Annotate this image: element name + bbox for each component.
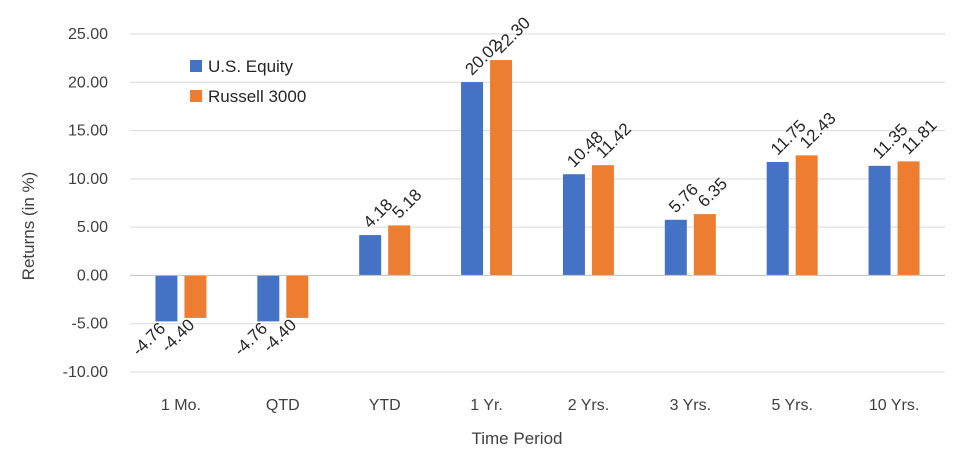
x-tick-label: 10 Yrs.	[869, 397, 919, 414]
bar	[693, 214, 716, 276]
bar	[868, 165, 891, 276]
gridlines	[130, 33, 945, 373]
bar	[490, 60, 513, 276]
x-tick-label: 1 Yr.	[470, 397, 503, 414]
x-tick-label: QTD	[266, 397, 300, 414]
x-tick-label: 3 Yrs.	[670, 397, 712, 414]
y-tick-label: -5.00	[72, 316, 109, 333]
x-tick-labels: 1 Mo. QTD YTD 1 Yr. 2 Yrs. 3 Yrs. 5 Yrs. 10 Yrs…	[161, 397, 919, 414]
bar	[664, 219, 687, 276]
y-tick-label: 0.00	[77, 267, 108, 284]
data-label: 5.18	[389, 185, 426, 222]
y-tick-labels: -10.00 -5.00 0.00 5.00 10.00 15.00 20.00 25.00	[63, 26, 108, 381]
bar	[257, 275, 280, 322]
bar	[388, 225, 411, 276]
data-label: -4.40	[157, 315, 198, 356]
y-axis-title: Returns (in %)	[19, 172, 38, 281]
bar	[286, 275, 309, 318]
x-axis-title: Time Period	[471, 429, 562, 448]
bar	[766, 161, 789, 276]
bar	[897, 161, 920, 276]
data-label: 6.35	[694, 174, 731, 211]
legend-label: Russell 3000	[208, 87, 306, 106]
y-tick-label: -10.00	[63, 364, 108, 381]
bar	[359, 235, 382, 276]
legend-swatch	[190, 60, 202, 72]
legend-label: U.S. Equity	[208, 57, 294, 76]
legend: U.S. Equity Russell 3000	[190, 57, 306, 106]
bar	[184, 275, 207, 318]
y-tick-label: 25.00	[68, 26, 108, 43]
data-label: 22.30	[490, 13, 534, 57]
data-label: -4.40	[259, 315, 300, 356]
x-tick-label: 5 Yrs.	[771, 397, 813, 414]
y-tick-label: 15.00	[68, 123, 108, 140]
bar	[155, 275, 178, 322]
y-tick-label: 5.00	[77, 219, 108, 236]
x-tick-label: YTD	[369, 397, 401, 414]
bar	[461, 82, 484, 276]
bar	[795, 155, 818, 276]
x-tick-label: 1 Mo.	[161, 397, 201, 414]
bars	[155, 60, 920, 322]
bar	[591, 165, 614, 276]
y-tick-label: 20.00	[68, 74, 108, 91]
legend-swatch	[190, 90, 202, 102]
bar	[562, 174, 585, 276]
x-tick-label: 2 Yrs.	[568, 397, 610, 414]
y-tick-label: 10.00	[68, 171, 108, 188]
